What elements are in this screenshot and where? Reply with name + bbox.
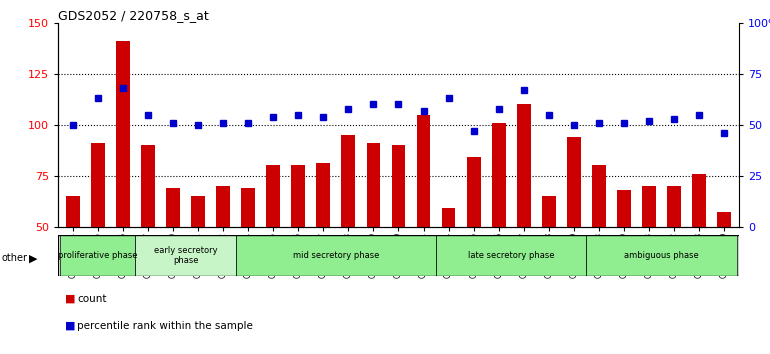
Bar [266,166,280,227]
Bar [291,166,305,227]
Bar [542,196,556,227]
Bar [216,186,230,227]
Bar [141,145,155,227]
Bar [136,235,236,276]
Bar [617,190,631,227]
Bar [341,135,355,227]
Bar [592,166,606,227]
Bar [166,188,180,227]
Text: ■: ■ [65,321,76,331]
Bar [467,157,480,227]
Text: proliferative phase: proliferative phase [58,251,138,260]
Bar [367,143,380,227]
Text: ambiguous phase: ambiguous phase [624,251,699,260]
Bar [667,186,681,227]
Text: count: count [77,294,106,304]
Bar [241,188,255,227]
Bar [236,235,436,276]
Bar [417,115,430,227]
Bar [567,137,581,227]
Bar [316,164,330,227]
Bar [436,235,587,276]
Text: percentile rank within the sample: percentile rank within the sample [77,321,253,331]
Bar [116,41,130,227]
Bar [642,186,656,227]
Bar [442,208,456,227]
Text: mid secretory phase: mid secretory phase [293,251,379,260]
Text: early secretory
phase: early secretory phase [154,246,217,266]
Bar [492,123,506,227]
Bar [91,143,105,227]
Text: other: other [2,253,28,263]
Bar [66,196,79,227]
Text: ■: ■ [65,294,76,304]
Bar [392,145,405,227]
Text: late secretory phase: late secretory phase [468,251,554,260]
Bar [60,235,136,276]
Bar [191,196,205,227]
Bar [718,212,731,227]
Text: GDS2052 / 220758_s_at: GDS2052 / 220758_s_at [58,9,209,22]
Bar [587,235,737,276]
Text: ▶: ▶ [29,253,38,263]
Bar [517,104,531,227]
Bar [692,174,706,227]
